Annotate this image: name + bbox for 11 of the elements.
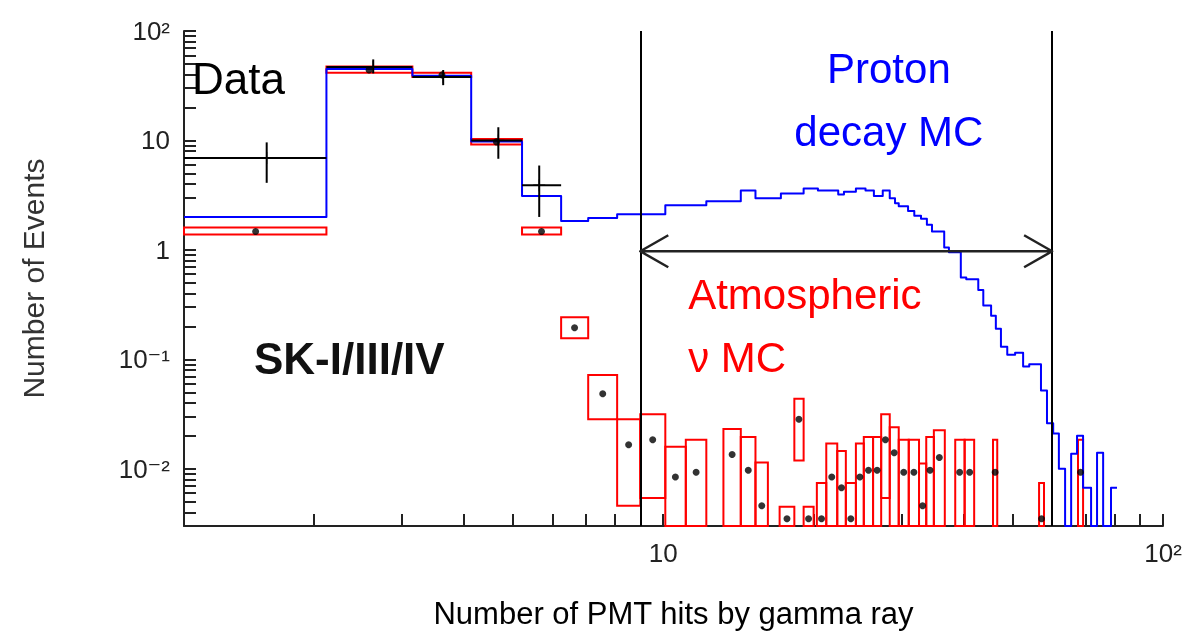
y-tick-label: 10⁻² bbox=[118, 453, 171, 484]
y-tick-label: 1 bbox=[155, 234, 170, 265]
annotation: SK-I/III/IV bbox=[254, 333, 446, 383]
y-tick-label: 10⁻¹ bbox=[118, 344, 171, 375]
y-axis-title: Number of Events bbox=[16, 158, 50, 399]
x-axis-title: Number of PMT hits by gamma ray bbox=[433, 596, 915, 631]
series-label: Proton decay MC bbox=[794, 45, 984, 155]
y-tick-label: 10² bbox=[132, 16, 171, 46]
series-label: Data bbox=[192, 53, 286, 103]
series-label: Atmospheric ν MC bbox=[688, 271, 922, 381]
y-tick-label: 10 bbox=[141, 125, 170, 156]
